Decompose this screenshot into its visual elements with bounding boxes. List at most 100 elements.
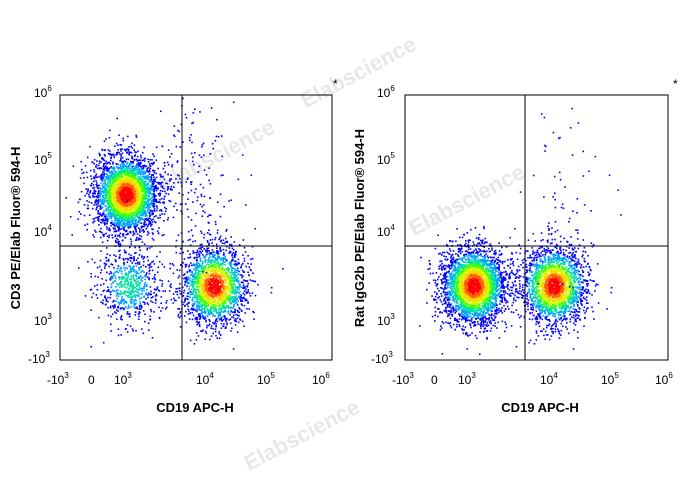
density-point	[142, 151, 144, 154]
density-point	[124, 170, 127, 173]
density-point	[153, 171, 156, 174]
density-point	[215, 260, 218, 262]
density-point	[147, 208, 150, 211]
density-point	[202, 314, 205, 317]
density-point	[148, 220, 150, 222]
density-point	[137, 162, 140, 164]
density-point	[145, 191, 148, 194]
density-point	[106, 163, 108, 165]
density-point	[163, 187, 165, 190]
density-point	[198, 282, 201, 285]
density-point	[211, 253, 214, 256]
density-point	[219, 257, 221, 259]
density-point	[140, 179, 142, 181]
density-point	[120, 204, 123, 207]
density-point	[206, 271, 209, 273]
density-point	[84, 165, 87, 167]
density-point	[119, 197, 121, 199]
density-point	[133, 226, 136, 229]
density-point	[120, 155, 122, 157]
density-point	[247, 282, 249, 285]
density-point	[130, 243, 132, 245]
density-point	[98, 220, 100, 222]
density-point	[129, 197, 132, 199]
density-point	[135, 204, 137, 206]
density-point	[100, 227, 102, 230]
density-point	[103, 222, 106, 224]
density-point	[193, 282, 195, 285]
density-point	[243, 271, 246, 273]
density-point	[158, 181, 161, 184]
density-point	[118, 227, 120, 230]
density-point	[114, 225, 116, 228]
density-point	[202, 292, 204, 295]
density-point	[137, 179, 139, 182]
density-point	[117, 202, 120, 205]
density-point	[247, 271, 249, 274]
density-point	[115, 217, 117, 220]
density-point	[217, 298, 220, 300]
density-point	[79, 177, 82, 179]
density-point	[131, 185, 134, 187]
density-point	[234, 272, 236, 274]
density-point	[129, 191, 131, 193]
density-point	[228, 319, 230, 321]
density-point	[97, 196, 100, 198]
density-point	[126, 221, 129, 223]
density-point	[146, 205, 149, 208]
density-point	[116, 180, 119, 183]
density-point	[184, 297, 187, 300]
density-point	[126, 213, 128, 215]
density-point	[137, 171, 139, 173]
density-point	[224, 307, 226, 310]
density-point	[128, 206, 130, 208]
density-point	[146, 210, 149, 212]
density-point	[103, 169, 106, 172]
density-point	[247, 290, 249, 293]
density-point	[252, 272, 254, 274]
density-point	[198, 305, 200, 307]
density-point	[207, 300, 209, 303]
density-point	[102, 173, 105, 176]
density-point	[151, 221, 154, 223]
density-point	[220, 274, 222, 276]
density-point	[147, 166, 150, 169]
density-point	[270, 291, 273, 294]
density-point	[103, 159, 106, 162]
density-point	[224, 264, 227, 266]
density-point	[186, 292, 189, 294]
density-point	[151, 200, 153, 202]
density-point	[108, 188, 111, 191]
density-point	[93, 162, 95, 165]
density-point	[128, 213, 131, 216]
density-point	[134, 172, 136, 174]
density-point	[80, 213, 82, 215]
density-point	[140, 185, 142, 188]
density-point	[114, 214, 117, 216]
density-point	[101, 177, 104, 179]
density-point	[111, 204, 114, 207]
density-point	[102, 218, 105, 220]
density-point	[122, 137, 124, 140]
density-point	[108, 234, 111, 237]
density-point	[138, 159, 141, 161]
density-point	[121, 167, 124, 169]
density-point	[214, 299, 217, 302]
density-point	[131, 183, 134, 185]
density-point	[133, 155, 136, 158]
density-point	[110, 174, 112, 176]
density-point	[109, 167, 111, 169]
density-point	[124, 169, 126, 172]
density-point	[126, 148, 129, 150]
density-point	[216, 265, 219, 267]
density-point	[230, 263, 232, 265]
density-point	[214, 267, 217, 270]
density-point	[122, 219, 125, 221]
density-point	[146, 175, 148, 177]
density-point	[134, 208, 136, 211]
density-point	[199, 293, 202, 296]
density-point	[231, 269, 233, 271]
density-point	[139, 165, 142, 168]
density-point	[80, 168, 83, 171]
density-point	[203, 269, 205, 272]
